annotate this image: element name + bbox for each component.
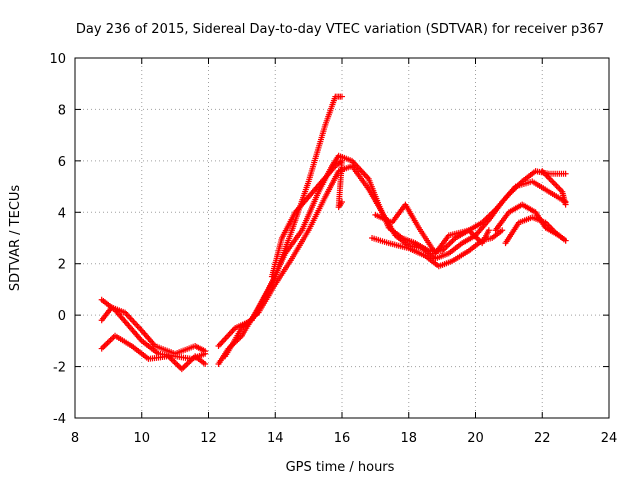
series-track-2	[98, 304, 209, 357]
data-point	[547, 176, 554, 183]
x-tick-label: 14	[267, 431, 284, 446]
x-tick-label: 10	[133, 431, 150, 446]
series-track-8	[369, 227, 506, 270]
data-point	[446, 240, 453, 247]
data-point	[175, 363, 182, 370]
y-tick-label: 6	[58, 155, 66, 170]
data-point	[106, 338, 113, 345]
x-axis-title: GPS time / hours	[286, 460, 395, 475]
series-track-11	[492, 201, 569, 244]
data-point	[552, 181, 559, 188]
y-axis-title: SDTVAR / TECUs	[8, 185, 23, 292]
data-point	[562, 170, 569, 177]
series-track-3	[98, 332, 209, 373]
series-track-5	[215, 152, 569, 349]
x-tick-label: 22	[534, 431, 551, 446]
data-point	[103, 341, 110, 348]
data-point	[554, 184, 561, 191]
data-point	[100, 344, 107, 351]
x-tick-label: 18	[400, 431, 417, 446]
data-point	[98, 345, 105, 352]
x-tick-label: 12	[200, 431, 217, 446]
data-point	[550, 179, 557, 186]
x-tick-label: 20	[467, 431, 484, 446]
data-point	[499, 227, 506, 234]
data-point	[339, 93, 345, 100]
series-track-7	[268, 157, 345, 280]
data-point	[181, 363, 188, 370]
y-tick-label: 8	[58, 103, 66, 118]
y-tick-label: 10	[49, 52, 66, 67]
data-point	[172, 360, 179, 367]
data-point	[171, 359, 178, 365]
x-tick-label: 24	[601, 431, 618, 446]
y-tick-label: 0	[58, 309, 66, 324]
grid	[75, 58, 609, 418]
data-point	[180, 364, 187, 371]
series-track-10	[502, 214, 569, 247]
y-tick-label: -2	[53, 361, 66, 376]
data-point	[339, 199, 345, 205]
data-point	[449, 237, 456, 244]
data-point	[101, 342, 108, 349]
x-tick-label: 8	[71, 431, 79, 446]
data-point	[556, 185, 563, 192]
y-tick-label: 2	[58, 258, 66, 273]
y-tick-label: 4	[58, 206, 66, 221]
data-point	[562, 237, 569, 244]
series-track-6	[222, 163, 569, 360]
y-tick-label: -4	[53, 412, 66, 427]
data-point	[445, 242, 452, 249]
x-tick-label: 16	[334, 431, 351, 446]
data-point	[202, 361, 209, 367]
data-point	[104, 339, 111, 346]
data-point	[202, 348, 209, 355]
data-point	[448, 239, 455, 246]
data-point	[549, 178, 556, 185]
series-track-9	[372, 201, 492, 257]
data-point	[544, 174, 551, 181]
data-point	[485, 227, 492, 234]
data-point	[107, 337, 114, 343]
data-point	[562, 201, 569, 208]
data-point	[553, 182, 560, 189]
chart-title: Day 236 of 2015, Sidereal Day-to-day VTE…	[76, 22, 604, 37]
series-track-12	[539, 168, 569, 208]
data-point	[183, 361, 190, 368]
data-marks	[98, 93, 569, 373]
